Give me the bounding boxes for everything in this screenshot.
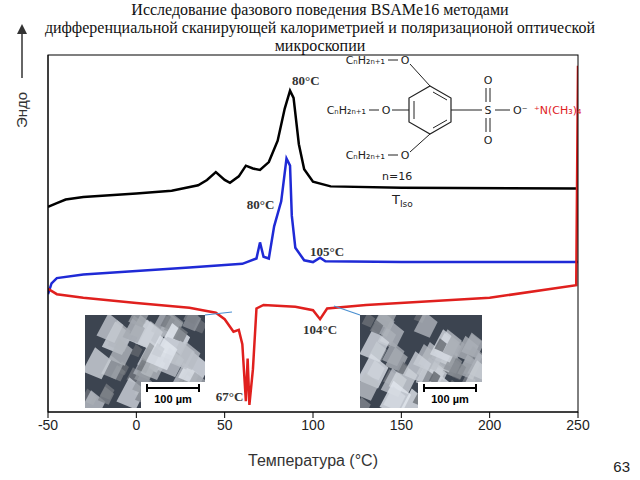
svg-text:O⁻: O⁻ <box>513 104 528 117</box>
svg-text:80°C: 80°C <box>292 73 320 88</box>
svg-text:-50: -50 <box>38 417 58 433</box>
svg-text:⁺N(CH₃)₄: ⁺N(CH₃)₄ <box>534 104 582 117</box>
svg-text:80°C: 80°C <box>247 197 275 212</box>
svg-text:O: O <box>382 104 391 117</box>
svg-text:Эндо: Эндо <box>13 92 30 128</box>
svg-text:n=16: n=16 <box>382 170 412 183</box>
svg-text:150: 150 <box>390 417 414 433</box>
svg-text:O: O <box>484 134 493 147</box>
svg-text:S: S <box>485 104 492 117</box>
svg-text:63: 63 <box>613 458 630 475</box>
svg-text:дифференциальной сканирующей к: дифференциальной сканирующей калориметри… <box>45 19 596 37</box>
svg-text:50: 50 <box>217 417 233 433</box>
svg-text:O: O <box>401 149 410 162</box>
svg-text:O: O <box>401 54 410 67</box>
svg-text:100: 100 <box>301 417 325 433</box>
svg-text:Исследование фазового поведени: Исследование фазового поведения BSAMe16 … <box>131 1 509 19</box>
svg-text:250: 250 <box>566 417 590 433</box>
svg-text:67°C: 67°C <box>216 389 244 404</box>
svg-text:CₙH₂ₙ₊₁: CₙH₂ₙ₊₁ <box>346 149 385 162</box>
svg-text:0: 0 <box>132 417 140 433</box>
svg-text:O: O <box>484 74 493 87</box>
svg-text:CₙH₂ₙ₊₁: CₙH₂ₙ₊₁ <box>327 104 366 117</box>
svg-text:микроскопии: микроскопии <box>275 37 366 55</box>
svg-text:100 µm: 100 µm <box>431 393 469 405</box>
svg-text:Температура (°C): Температура (°C) <box>248 452 378 469</box>
svg-text:CₙH₂ₙ₊₁: CₙH₂ₙ₊₁ <box>346 54 385 67</box>
svg-text:104°C: 104°C <box>303 322 337 337</box>
svg-text:200: 200 <box>478 417 502 433</box>
svg-text:105°C: 105°C <box>310 244 344 259</box>
svg-text:TIso: TIso <box>391 192 413 209</box>
svg-text:100 µm: 100 µm <box>154 393 192 405</box>
